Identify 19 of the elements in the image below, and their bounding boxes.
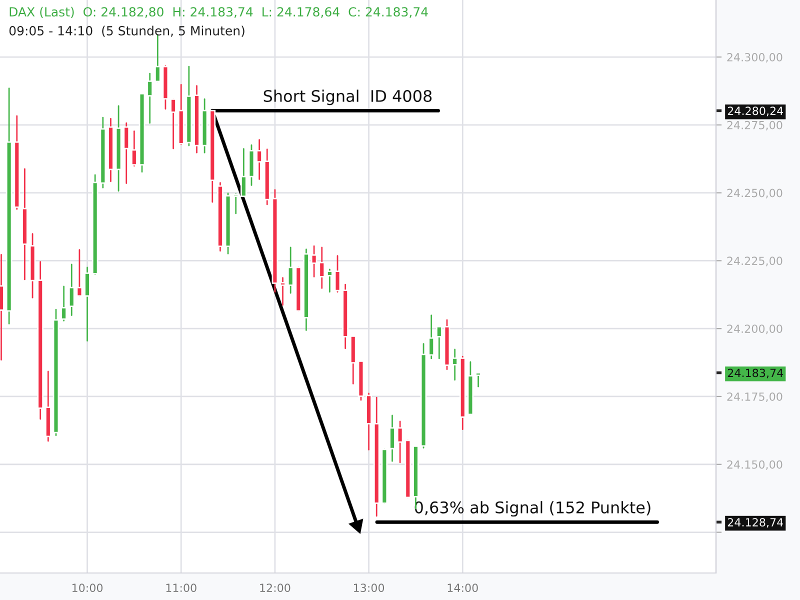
x-tick-label: 12:00 bbox=[260, 584, 290, 592]
y-tick-label: 24.225,00 bbox=[727, 256, 782, 266]
x-tick-label: 13:00 bbox=[354, 584, 384, 592]
y2-tick-label: 24.183,74 bbox=[728, 368, 784, 378]
y-tick-label: 24.175,00 bbox=[727, 392, 782, 402]
chart-title: DAX (Last) O: 24.182,80 H: 24.183,74 L: 24.178,64 C: 24.183,74 bbox=[10, 6, 428, 18]
y-tick-label: 24.200,00 bbox=[727, 324, 782, 334]
y-tick-label: 24.300,00 bbox=[727, 53, 782, 63]
x-tick-label: 10:00 bbox=[72, 584, 103, 592]
x-tick-label: 11:00 bbox=[166, 584, 196, 592]
y2-tick-label: 24.128,74 bbox=[728, 518, 784, 528]
y2-tick-label: 24.280,24 bbox=[728, 106, 784, 116]
y-tick-label: 24.150,00 bbox=[727, 460, 782, 470]
y-tick-label: 24.275,00 bbox=[727, 120, 782, 130]
annotation: 0,63% ab Signal (152 Punkte) bbox=[414, 501, 650, 517]
y-tick-label: 24.250,00 bbox=[727, 188, 782, 198]
text: 09:05 - 14:10 (5 Stunden, 5 Minuten) bbox=[9, 26, 244, 37]
annotation: Short Signal ID 4008 bbox=[264, 90, 432, 106]
x-tick-label: 14:00 bbox=[448, 584, 478, 592]
